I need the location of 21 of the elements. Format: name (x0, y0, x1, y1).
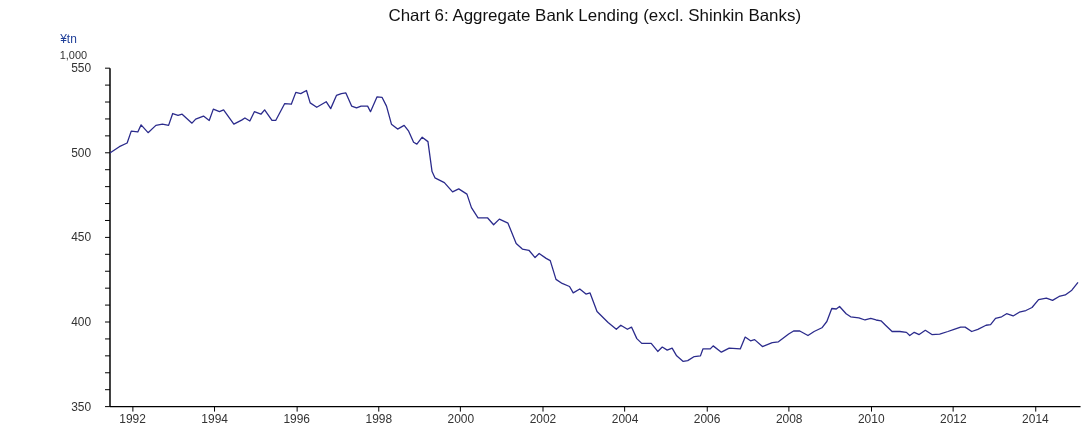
y-tick-label: 450 (71, 230, 92, 245)
y-tick-label: 500 (71, 145, 92, 160)
line-series (109, 89, 1079, 363)
x-tick-label: 1994 (201, 411, 229, 426)
x-tick-label: 1992 (119, 411, 147, 426)
text: 1,000 (59, 48, 88, 61)
x-tick-label: 2008 (775, 411, 803, 426)
x-tick-label: 2010 (857, 411, 885, 426)
y-tick-label: 400 (71, 314, 92, 329)
x-tick-label: 2002 (529, 411, 557, 426)
x-tick-label: 2014 (1022, 411, 1050, 426)
y-tick-label: 550 (71, 61, 92, 76)
y-tick-label: 350 (71, 399, 92, 414)
chart-title: Chart 6: Aggregate Bank Lending (excl. Shinkin Banks) (388, 5, 802, 25)
x-tick-label: 2006 (693, 411, 721, 426)
x-tick-label: 2012 (940, 411, 967, 426)
x-tick-label: 1998 (365, 411, 393, 426)
x-tick-label: 2000 (447, 411, 475, 426)
y-axis-title: ¥tn (59, 32, 77, 47)
x-tick-label: 1996 (283, 411, 311, 426)
x-tick-label: 2004 (611, 411, 639, 426)
